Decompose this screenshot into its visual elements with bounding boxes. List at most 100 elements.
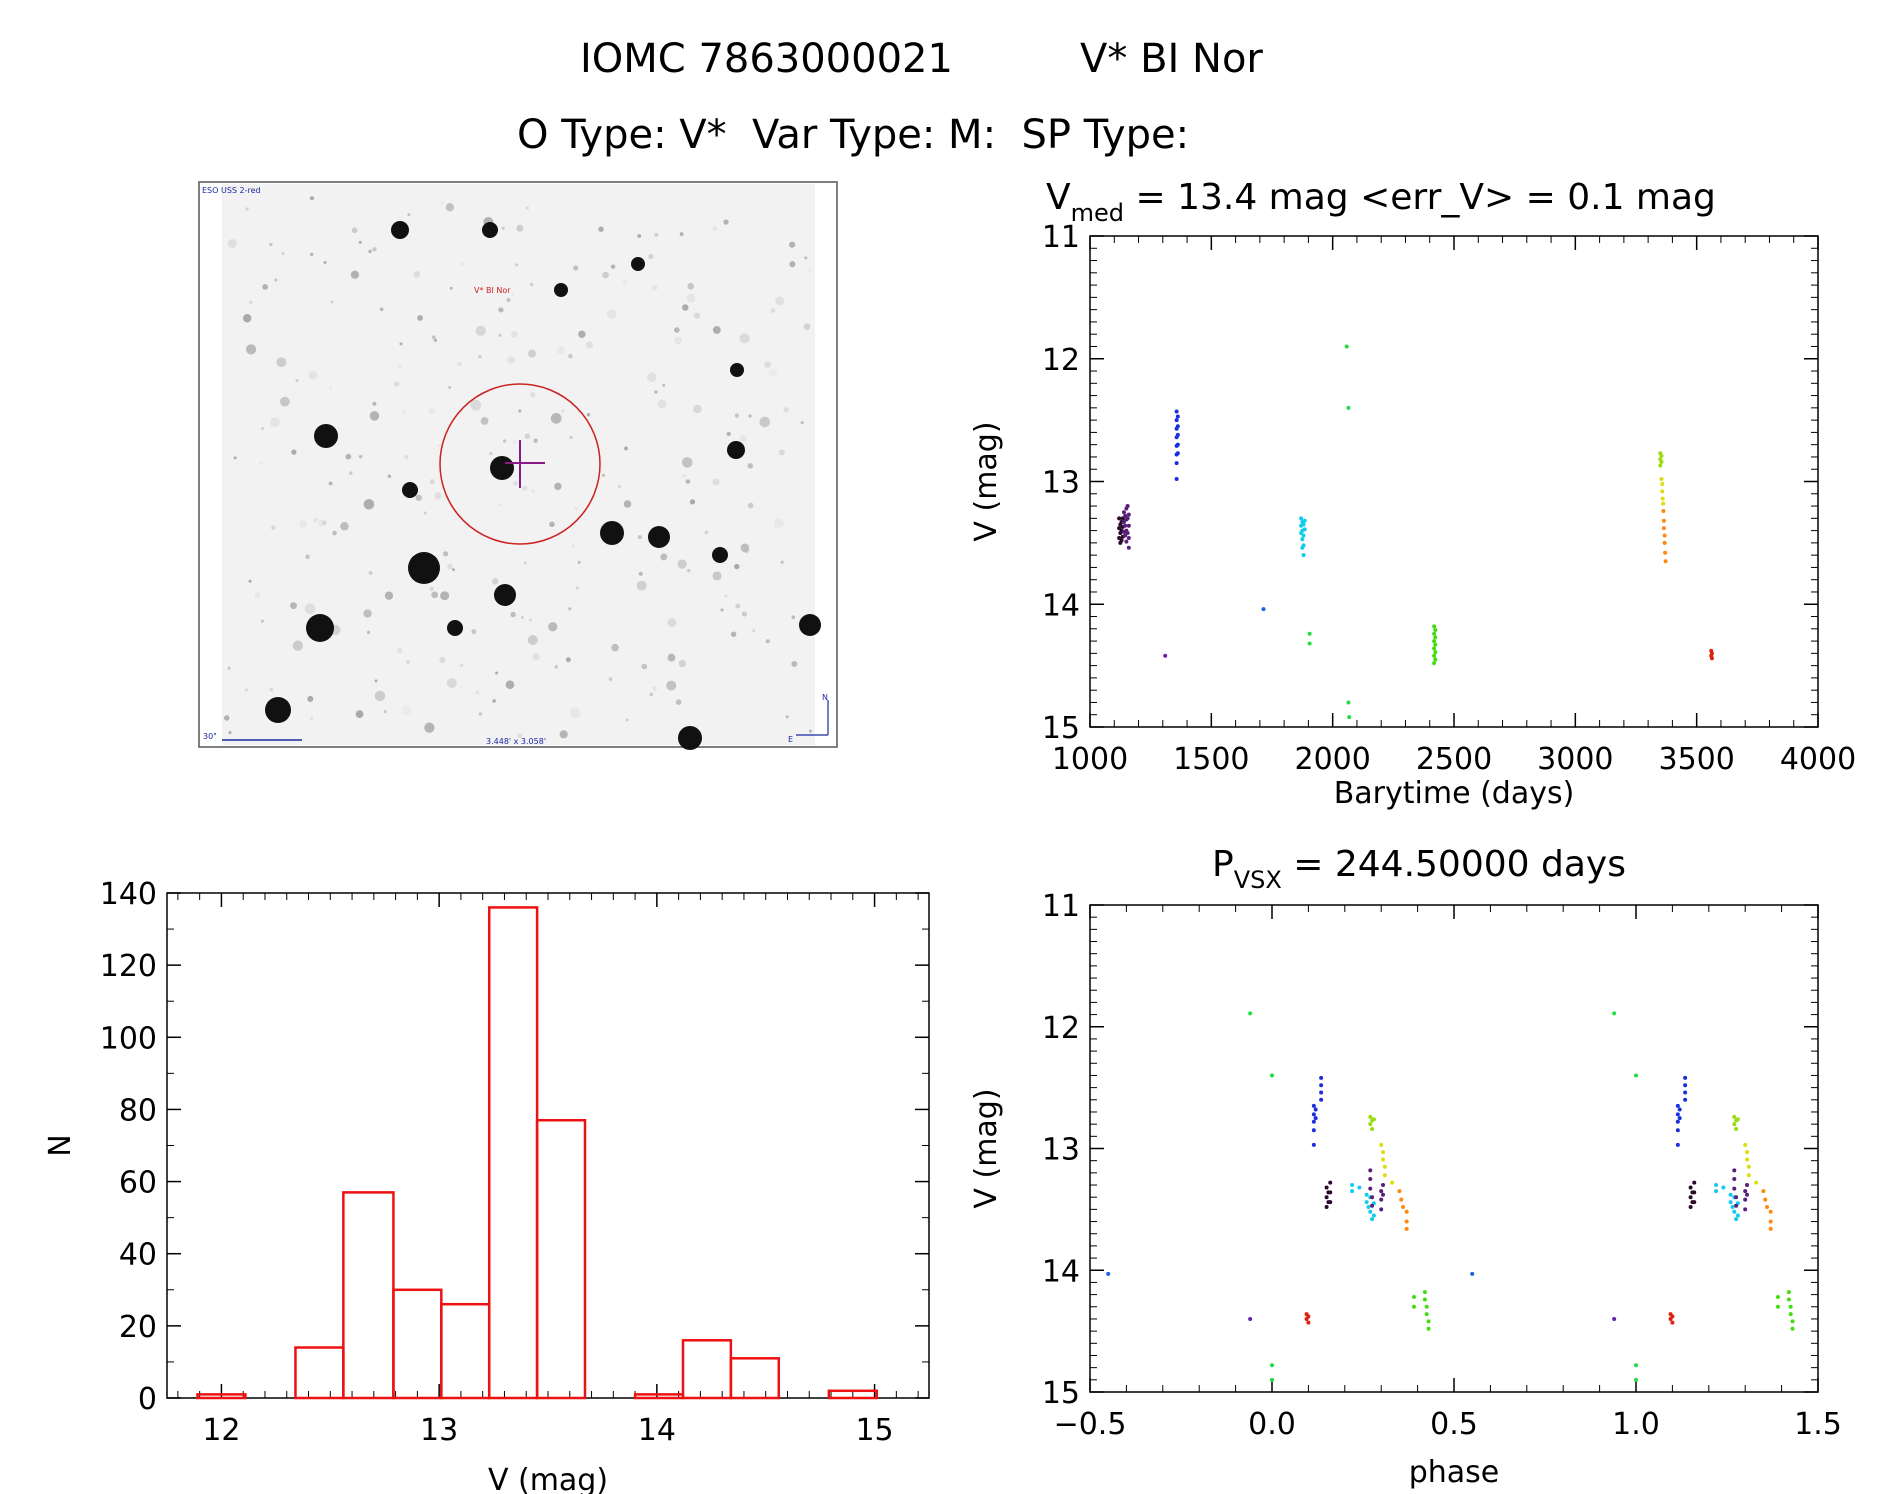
sky-star-faint [513, 480, 518, 486]
sky-star-faint [330, 300, 334, 304]
lightcurve-point [1121, 510, 1126, 515]
sky-star-faint [475, 690, 480, 695]
phase-point [1382, 1173, 1387, 1178]
lightcurve-point [1660, 481, 1665, 486]
sky-star-faint [682, 457, 693, 468]
sky-star-faint [649, 692, 653, 697]
phase-point [1688, 1195, 1693, 1200]
sky-star-faint [556, 346, 565, 355]
sky-star-faint [367, 630, 371, 634]
phase-point [1381, 1192, 1386, 1197]
sky-star-faint [752, 629, 756, 633]
phase-point [1270, 1377, 1274, 1382]
phase-point [1746, 1173, 1751, 1178]
phase-point [1350, 1183, 1355, 1188]
phase-point [1675, 1112, 1680, 1117]
phase-point [1311, 1119, 1316, 1124]
sky-star-faint [568, 353, 573, 359]
histogram-ytick-label: 40 [119, 1238, 157, 1273]
phase-point [1319, 1097, 1324, 1102]
sky-star-faint [569, 707, 581, 719]
sky-star-bright [482, 222, 498, 238]
sky-star-faint [573, 265, 579, 271]
phase-point [1397, 1189, 1402, 1194]
phase-point [1399, 1197, 1404, 1202]
phase-point [1370, 1195, 1375, 1200]
lightcurve-point [1433, 642, 1438, 647]
sky-star-faint [401, 410, 406, 415]
phase-point [1734, 1195, 1739, 1200]
sky-star-bright [799, 614, 821, 636]
sky-star-faint [667, 618, 677, 628]
histogram-xlabel: V (mag) [488, 1463, 608, 1494]
phase-point [1311, 1128, 1316, 1133]
phase-point [1404, 1209, 1409, 1214]
sky-star-faint [492, 699, 496, 703]
sky-star-bright [391, 221, 409, 239]
sky-star-faint [355, 710, 364, 718]
lightcurve-ytick-label: 15 [1042, 711, 1080, 746]
sky-star-faint [734, 413, 740, 418]
phase-point [1379, 1142, 1384, 1147]
phase-point [1634, 1377, 1638, 1382]
survey-label: ESO USS 2-red [202, 186, 261, 195]
sky-star-faint [475, 325, 486, 336]
histogram-bar [729, 1357, 781, 1400]
phase-point [1775, 1304, 1780, 1309]
phase-xtick-label: 0.5 [1430, 1407, 1478, 1442]
sky-star-faint [611, 643, 619, 652]
phase-point [1768, 1226, 1773, 1231]
sky-star-faint [804, 256, 808, 260]
sky-star-bright [402, 482, 418, 498]
phase-point [1379, 1207, 1384, 1212]
sky-star-faint [358, 240, 362, 244]
phase-point [1734, 1127, 1739, 1132]
sky-star-faint [577, 560, 581, 564]
sky-star-faint [438, 443, 442, 447]
lightcurve-point [1301, 543, 1306, 548]
phase-point [1763, 1197, 1768, 1202]
lightcurve-ytick-label: 14 [1042, 588, 1080, 623]
sky-star-faint [374, 679, 378, 683]
phase-point [1401, 1204, 1406, 1209]
phase-point [1313, 1116, 1318, 1121]
sky-star-faint [780, 560, 784, 564]
histogram-bar [196, 1393, 247, 1400]
sky-star-faint [228, 731, 232, 735]
sky-star-faint [451, 568, 455, 572]
lightcurve-point [1175, 451, 1180, 456]
sky-star-faint [677, 559, 687, 569]
sky-star-faint [764, 361, 772, 369]
sky-star-faint [248, 300, 253, 305]
phase-point [1381, 1183, 1386, 1188]
phase-point [1357, 1185, 1362, 1190]
phase-point [1675, 1103, 1680, 1108]
phase-point [1735, 1117, 1740, 1122]
sky-star-faint [262, 283, 269, 290]
sky-star-faint [369, 411, 380, 421]
lightcurve-point [1433, 628, 1438, 633]
lightcurve-point [1299, 516, 1304, 521]
phase-title-main: P [1212, 844, 1234, 885]
phase-point [1714, 1189, 1719, 1194]
sky-star-faint [423, 511, 427, 515]
sky-star-faint [559, 730, 568, 739]
phase-point [1735, 1213, 1740, 1218]
phase-point [1324, 1204, 1329, 1209]
sky-star-faint [510, 611, 516, 618]
sky-star-faint [657, 399, 667, 409]
lightcurve-point [1123, 523, 1128, 528]
phase-point [1677, 1116, 1682, 1121]
lightcurve-point [1174, 477, 1179, 482]
sky-star-faint [511, 331, 518, 338]
phase-point [1732, 1122, 1737, 1127]
sky-star-faint [245, 344, 257, 355]
sky-star-faint [788, 241, 796, 248]
sky-star-faint [501, 226, 505, 230]
phase-point [1768, 1219, 1773, 1224]
lightcurve-xtick-label: 3000 [1537, 742, 1613, 777]
sky-star-faint [387, 474, 392, 478]
lightcurve-point [1174, 418, 1179, 423]
phase-point [1319, 1075, 1324, 1080]
phase-point [1670, 1320, 1675, 1325]
